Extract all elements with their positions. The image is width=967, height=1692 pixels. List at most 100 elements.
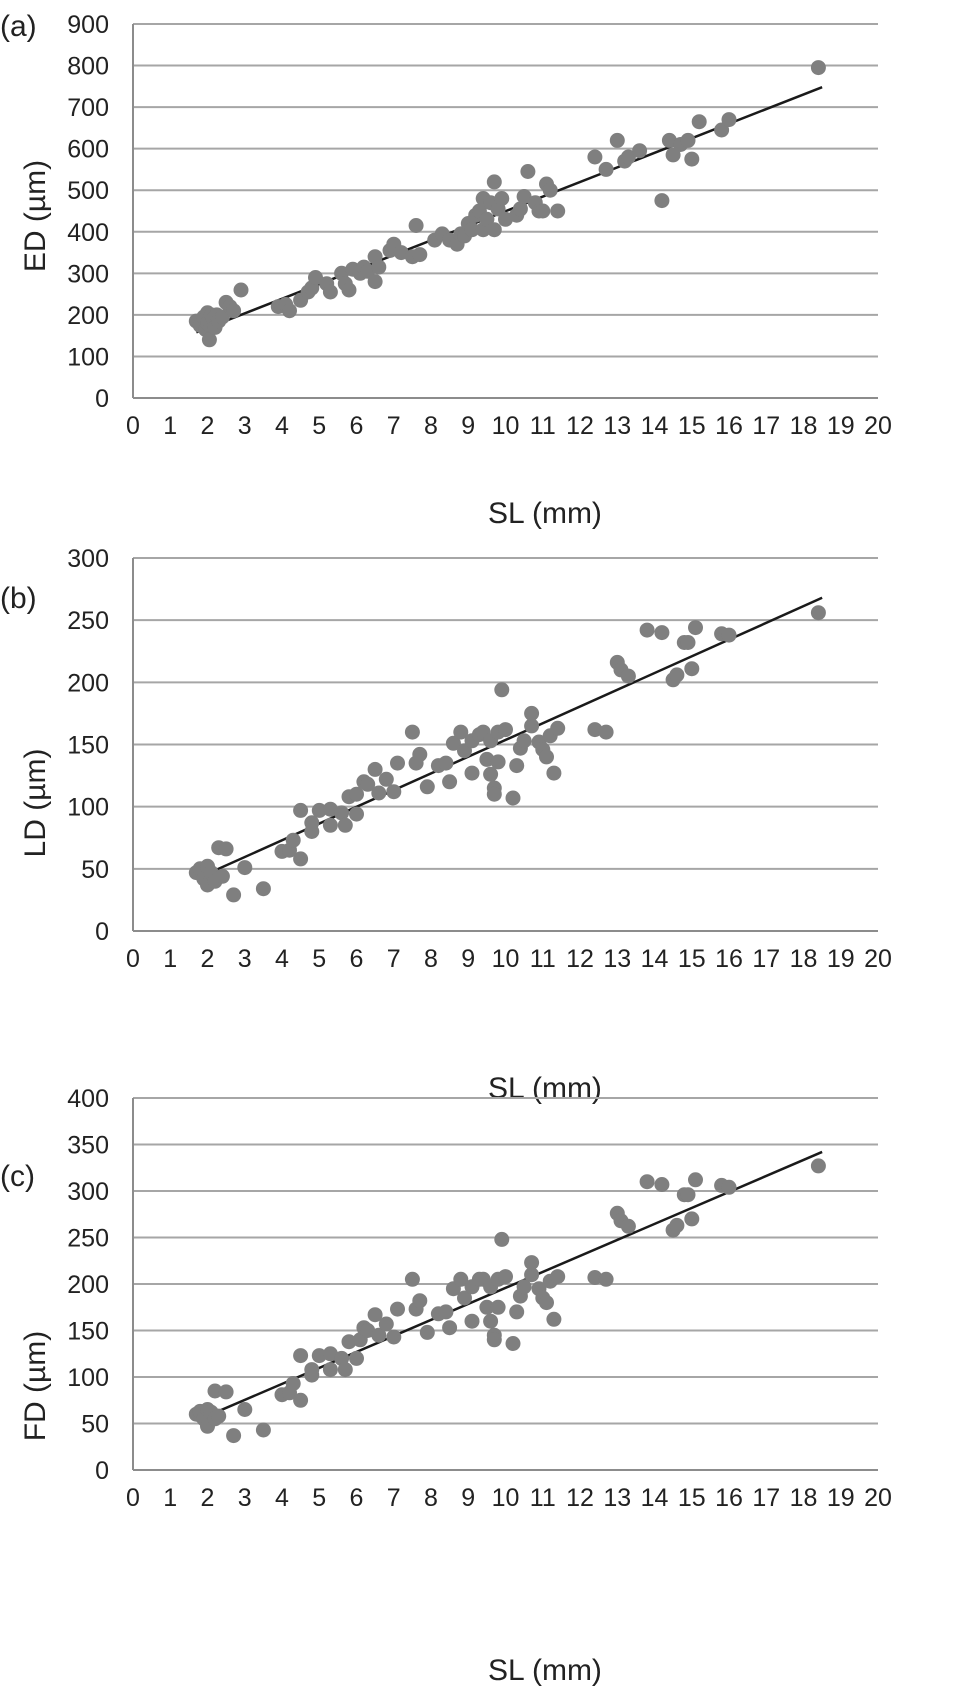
- x-tick-label: 4: [275, 412, 289, 440]
- x-tick-label: 2: [201, 945, 215, 973]
- x-tick-label: 5: [312, 1484, 326, 1512]
- x-tick-label: 17: [752, 1484, 780, 1512]
- x-tick-label: 11: [530, 945, 556, 973]
- x-tick-label: 0: [126, 412, 140, 440]
- data-point: [550, 203, 566, 219]
- data-point: [311, 1348, 327, 1364]
- x-tick-label: 3: [238, 412, 252, 440]
- data-point: [620, 149, 636, 165]
- y-tick-label: 100: [67, 794, 109, 822]
- x-tick-label: 18: [790, 945, 818, 973]
- data-point: [304, 1362, 320, 1378]
- x-tick-labels: 0 1 2 3 4 5 6 7 8 9 10 11 12 13 14 15 16 17 18 19 20: [126, 412, 892, 440]
- x-axis-title: SL (mm): [488, 1654, 602, 1687]
- x-axis-title: SL (mm): [488, 497, 602, 530]
- data-point: [453, 724, 469, 740]
- data-point: [378, 1316, 394, 1332]
- y-tick-label: 200: [67, 302, 109, 330]
- data-point: [550, 720, 566, 736]
- trendline-layer: [195, 1150, 823, 1422]
- data-point: [386, 784, 402, 800]
- x-tick-label: 20: [864, 1484, 892, 1512]
- x-tick-label: 1: [163, 1484, 177, 1512]
- y-tick-label: 300: [67, 1178, 109, 1206]
- y-tick-label: 400: [67, 219, 109, 247]
- y-axis-title: FD (µm): [19, 1331, 52, 1442]
- data-point: [442, 1320, 458, 1336]
- data-point: [494, 1231, 510, 1247]
- x-tick-label: 16: [715, 945, 743, 973]
- x-tick-label: 17: [752, 945, 780, 973]
- data-point: [609, 132, 625, 148]
- data-point: [308, 270, 323, 285]
- x-tick-label: 8: [424, 412, 438, 440]
- x-tick-labels: 0 1 2 3 4 5 6 7 8 9 10 11 12 13 14 15 16 17 18 19 20: [126, 945, 892, 973]
- y-tick-label: 0: [95, 918, 109, 946]
- data-point: [587, 149, 603, 165]
- grid-lines: [132, 23, 878, 399]
- data-point: [516, 733, 532, 749]
- grid-lines: [132, 1097, 878, 1471]
- y-tick-label: 900: [67, 11, 109, 39]
- data-point: [587, 722, 603, 738]
- x-tick-label: 5: [312, 945, 326, 973]
- data-point: [390, 1301, 405, 1317]
- data-point: [479, 211, 495, 227]
- data-point: [237, 1402, 253, 1417]
- data-point: [721, 112, 737, 128]
- x-tick-label: 1: [163, 412, 177, 440]
- x-tick-label: 6: [350, 945, 364, 973]
- data-point: [322, 1362, 338, 1378]
- data-point: [464, 765, 480, 781]
- trendline: [195, 596, 823, 880]
- data-point: [498, 722, 513, 738]
- data-point: [293, 802, 309, 818]
- data-point: [505, 790, 521, 806]
- y-tick-label: 250: [67, 1225, 109, 1253]
- data-point: [654, 625, 670, 641]
- data-point: [412, 746, 428, 762]
- panel-label: (a): [0, 10, 37, 43]
- data-point: [490, 754, 506, 770]
- data-point: [680, 635, 696, 650]
- data-point: [445, 735, 461, 751]
- x-tick-label: 4: [275, 1484, 289, 1512]
- data-point: [442, 774, 458, 790]
- y-tick-label: 250: [67, 607, 109, 635]
- y-tick-label: 300: [67, 545, 109, 573]
- x-tick-label: 12: [566, 945, 594, 973]
- data-point: [349, 806, 364, 822]
- data-point: [386, 1329, 402, 1345]
- data-point: [214, 868, 230, 884]
- data-point: [598, 161, 614, 177]
- data-point: [457, 1290, 472, 1306]
- data-point: [546, 765, 562, 781]
- data-point: [404, 724, 420, 740]
- data-point: [404, 1271, 420, 1287]
- data-point: [810, 1158, 826, 1174]
- data-point: [214, 309, 230, 325]
- data-point: [598, 1271, 614, 1287]
- x-tick-label: 0: [126, 945, 140, 973]
- data-point: [688, 620, 703, 636]
- y-tick-label: 100: [67, 343, 109, 371]
- x-tick-label: 11: [530, 412, 556, 440]
- trendline-layer: [195, 596, 823, 880]
- x-tick-label: 14: [641, 412, 669, 440]
- x-tick-label: 16: [715, 412, 743, 440]
- x-tick-label: 7: [387, 1484, 401, 1512]
- y-tick-label: 350: [67, 1132, 109, 1160]
- data-point: [293, 1348, 309, 1364]
- data-point: [211, 1408, 227, 1424]
- data-point: [371, 259, 387, 275]
- data-point: [524, 1255, 540, 1271]
- data-point: [367, 761, 383, 777]
- x-tick-label: 15: [678, 1484, 706, 1512]
- x-tick-label: 13: [603, 945, 631, 973]
- data-point: [293, 851, 309, 867]
- x-tick-label: 9: [461, 412, 475, 440]
- x-tick-label: 4: [275, 945, 289, 973]
- data-point: [542, 182, 558, 198]
- data-point: [486, 222, 502, 238]
